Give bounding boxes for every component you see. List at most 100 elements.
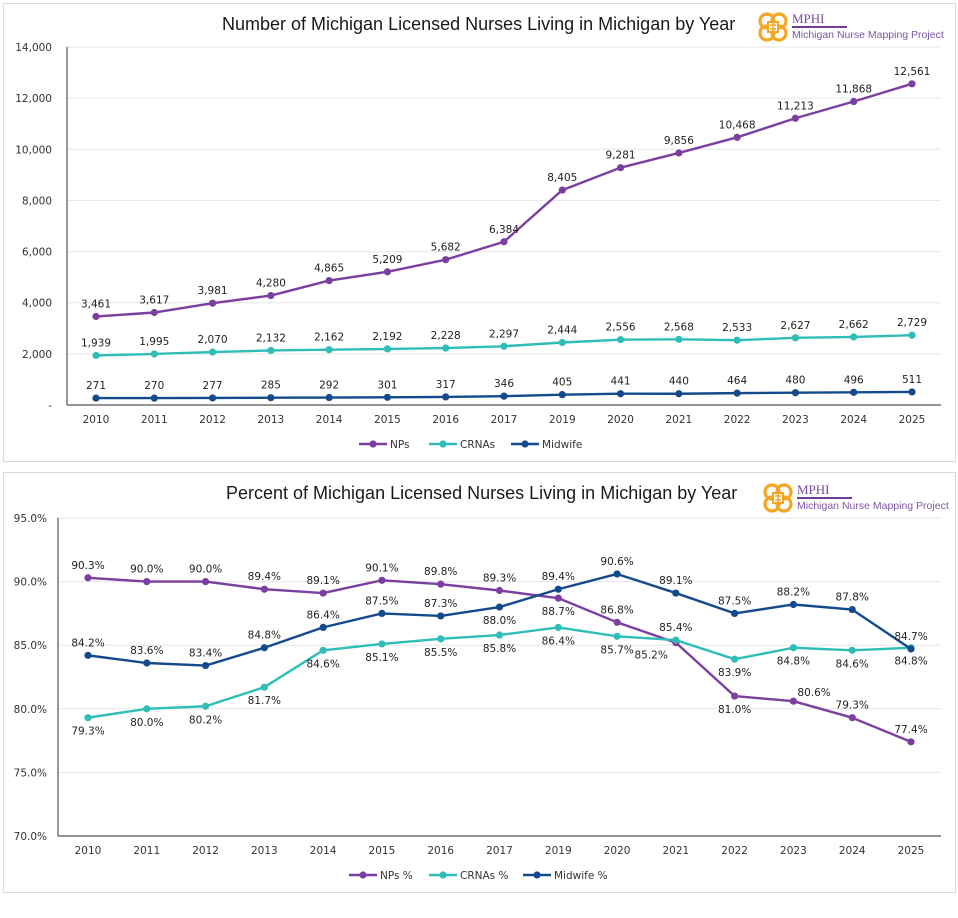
x-tick-label: 2019 <box>545 845 572 857</box>
y-tick-label: 10,000 <box>15 144 52 156</box>
data-point <box>789 697 798 705</box>
x-tick-label: 2020 <box>604 845 631 857</box>
data-label: 80.2% <box>189 714 222 726</box>
data-point <box>675 335 683 343</box>
data-point <box>442 393 450 401</box>
legend-label: Midwife <box>542 439 582 451</box>
legend-item: CRNAs % <box>429 870 508 882</box>
data-label: 511 <box>902 374 922 386</box>
data-point <box>789 600 798 609</box>
data-label: 440 <box>669 376 689 388</box>
y-tick-label: 90.0% <box>14 577 47 589</box>
data-point <box>613 632 621 640</box>
data-point <box>325 393 333 402</box>
data-label: 84.6% <box>836 658 869 670</box>
data-label: 89.1% <box>306 575 339 587</box>
data-point <box>733 133 741 141</box>
data-label: 6,384 <box>489 224 519 236</box>
data-label: 85.5% <box>424 647 457 659</box>
data-label: 5,209 <box>372 254 402 266</box>
data-label: 89.4% <box>542 571 575 583</box>
data-point <box>84 714 92 722</box>
data-point <box>260 644 268 652</box>
data-label: 88.2% <box>777 586 810 598</box>
x-tick-label: 2020 <box>607 414 634 426</box>
y-tick-label: 80.0% <box>14 704 47 716</box>
data-label: 90.0% <box>130 564 163 576</box>
logo-project-name: Michigan Nurse Mapping Project <box>797 500 949 512</box>
data-label: 3,617 <box>139 295 169 307</box>
data-point <box>319 589 327 597</box>
data-label: 441 <box>611 376 631 388</box>
data-label: 2,729 <box>897 317 927 329</box>
data-point <box>554 623 562 631</box>
y-tick-label: 6,000 <box>22 247 52 259</box>
data-label: 3,981 <box>198 285 228 297</box>
legend-item: CRNAs <box>429 439 495 451</box>
data-label: 480 <box>785 375 805 387</box>
x-tick-label: 2022 <box>721 845 748 857</box>
data-label: 4,280 <box>256 278 286 290</box>
data-label: 89.1% <box>659 575 692 587</box>
data-point <box>201 702 210 710</box>
y-tick-label: 8,000 <box>22 195 52 207</box>
x-tick-label: 2017 <box>486 845 513 857</box>
data-point <box>150 394 158 402</box>
data-label: 84.7% <box>894 631 927 643</box>
x-tick-label: 2025 <box>899 414 926 426</box>
data-label: 85.2% <box>634 650 667 662</box>
data-point <box>267 291 275 300</box>
x-tick-label: 2019 <box>549 414 576 426</box>
data-label: 84.8% <box>248 630 281 642</box>
data-point <box>260 683 268 691</box>
data-point <box>84 651 92 659</box>
y-tick-label: 95.0% <box>14 513 47 525</box>
y-tick-label: 75.0% <box>14 767 47 779</box>
data-point <box>319 623 327 631</box>
data-point <box>731 609 739 618</box>
y-tick-label: - <box>48 400 52 412</box>
data-point <box>201 578 210 586</box>
data-label: 2,162 <box>314 332 344 344</box>
data-label: 496 <box>844 374 864 386</box>
data-label: 90.6% <box>600 556 633 568</box>
chart-panel-percent: Percent of Michigan Licensed Nurses Livi… <box>3 472 956 893</box>
x-tick-label: 2014 <box>310 845 337 857</box>
data-label: 89.4% <box>248 571 281 583</box>
data-label: 90.1% <box>365 562 398 574</box>
chart-title: Percent of Michigan Licensed Nurses Livi… <box>226 483 738 503</box>
data-label: 271 <box>86 380 106 392</box>
chart-panel-counts: Number of Michigan Licensed Nurses Livin… <box>3 3 956 462</box>
data-label: 8,405 <box>547 172 577 184</box>
data-point <box>731 692 739 700</box>
data-point <box>848 646 856 654</box>
data-label: 85.4% <box>659 622 692 634</box>
data-point <box>383 268 392 276</box>
x-tick-label: 2017 <box>491 414 518 426</box>
data-point <box>383 393 392 401</box>
data-point <box>616 164 625 172</box>
data-label: 1,939 <box>81 337 111 349</box>
x-tick-label: 2025 <box>898 845 925 857</box>
x-tick-label: 2010 <box>75 845 102 857</box>
data-point <box>143 705 151 713</box>
data-point <box>383 345 392 353</box>
data-point <box>554 585 562 593</box>
data-point <box>672 589 680 597</box>
x-tick-label: 2013 <box>251 845 278 857</box>
mphi-knot-icon <box>758 12 788 42</box>
data-point <box>442 344 450 352</box>
data-label: 81.0% <box>718 704 751 716</box>
data-label: 83.6% <box>130 645 163 657</box>
data-point <box>616 336 625 344</box>
x-tick-label: 2015 <box>369 845 396 857</box>
data-label: 79.3% <box>836 700 869 712</box>
data-label: 1,995 <box>139 336 169 348</box>
data-point <box>848 605 856 614</box>
x-tick-label: 2011 <box>133 845 160 857</box>
data-point <box>437 635 445 643</box>
data-point <box>325 276 333 285</box>
chart-counts: - 2,000 4,000 6,000 8,000 10,000 12,000 14,000 2… <box>15 42 941 451</box>
data-label: 84.6% <box>306 658 339 670</box>
